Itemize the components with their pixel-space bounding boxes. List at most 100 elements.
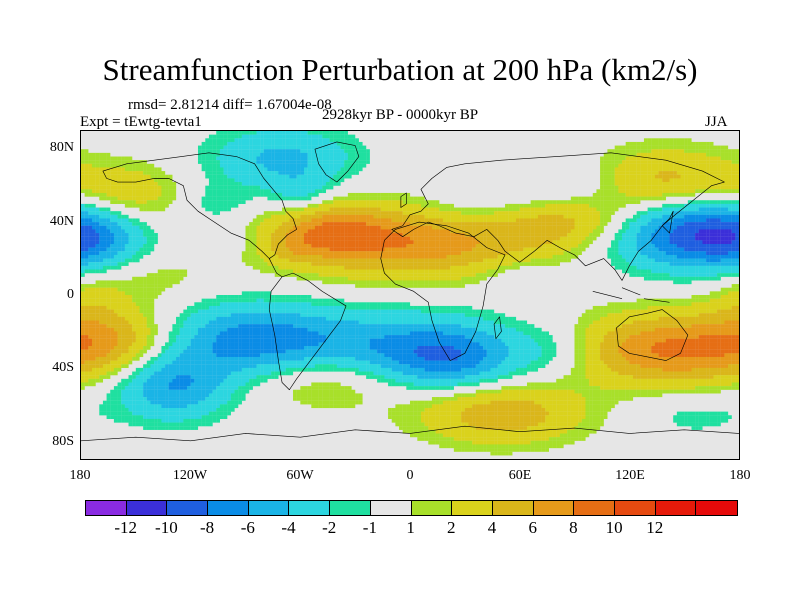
field-cell — [303, 178, 308, 183]
field-cell — [662, 233, 666, 237]
field-cell — [245, 134, 250, 139]
field-cell — [505, 214, 509, 219]
field-cell — [212, 134, 217, 139]
field-cell — [589, 207, 593, 212]
field-cell — [680, 149, 685, 153]
field-cell — [442, 273, 447, 277]
field-cell — [676, 222, 681, 226]
field-cell — [541, 200, 546, 204]
field-cell — [537, 243, 542, 248]
field-cell — [113, 182, 118, 186]
field-cell — [88, 152, 93, 157]
field-cell — [267, 138, 272, 143]
field-cell — [373, 254, 378, 259]
field-cell — [267, 254, 272, 259]
field-cell — [680, 225, 685, 230]
field-cell — [110, 265, 114, 270]
field-cell — [709, 171, 714, 175]
field-cell — [95, 291, 100, 296]
field-cell — [519, 240, 524, 245]
field-cell — [632, 141, 637, 146]
field-cell — [684, 152, 688, 157]
field-cell — [366, 152, 370, 157]
field-cell — [157, 174, 162, 179]
field-cell — [369, 192, 374, 197]
field-cell — [106, 295, 111, 299]
field-cell — [665, 276, 670, 281]
field-cell — [303, 295, 308, 299]
field-cell — [230, 138, 235, 143]
field-cell — [446, 225, 451, 230]
field-cell — [428, 222, 433, 226]
field-cell — [88, 247, 93, 252]
field-cell — [607, 182, 612, 186]
field-cell — [293, 141, 297, 146]
field-cell — [263, 240, 268, 245]
field-cell — [728, 298, 732, 303]
field-cell — [442, 218, 447, 223]
field-cell — [494, 229, 498, 234]
field-cell — [219, 192, 224, 197]
field-cell — [216, 174, 221, 179]
field-cell — [278, 178, 283, 183]
field-cell — [325, 269, 330, 274]
field-cell — [673, 280, 677, 285]
field-cell — [271, 254, 275, 259]
field-cell — [91, 251, 96, 256]
field-cell — [88, 203, 93, 208]
field-cell — [439, 211, 443, 215]
field-cell — [508, 203, 513, 208]
field-cell — [717, 295, 721, 299]
field-cell — [695, 152, 699, 157]
field-cell — [658, 229, 663, 234]
field-cell — [340, 229, 345, 234]
field-cell — [274, 174, 279, 179]
field-cell — [128, 200, 133, 204]
field-cell — [329, 185, 334, 190]
field-cell — [197, 160, 202, 164]
field-cell — [234, 200, 239, 204]
field-cell — [559, 200, 564, 204]
field-cell — [110, 200, 114, 204]
field-cell — [428, 214, 433, 219]
field-cell — [139, 189, 144, 194]
field-cell — [351, 163, 356, 168]
field-cell — [537, 254, 542, 259]
field-cell — [344, 276, 348, 281]
field-cell — [402, 251, 407, 256]
field-cell — [271, 192, 275, 197]
field-cell — [84, 178, 89, 183]
field-cell — [526, 247, 531, 252]
field-cell — [150, 171, 155, 175]
field-cell — [420, 236, 425, 241]
field-cell — [676, 225, 681, 230]
field-cell — [384, 240, 389, 245]
field-cell — [384, 269, 389, 274]
field-cell — [124, 192, 129, 197]
field-cell — [614, 192, 619, 197]
field-cell — [567, 229, 571, 234]
field-cell — [687, 182, 692, 186]
field-cell — [296, 247, 301, 252]
field-cell — [369, 273, 374, 277]
field-cell — [300, 214, 305, 219]
field-cell — [223, 298, 228, 303]
field-cell — [654, 233, 659, 237]
field-cell — [684, 163, 688, 168]
field-cell — [216, 141, 221, 146]
field-cell — [695, 149, 699, 153]
field-cell — [651, 233, 656, 237]
field-cell — [724, 295, 729, 299]
field-cell — [662, 189, 666, 194]
field-cell — [157, 171, 162, 175]
field-cell — [282, 207, 286, 212]
field-cell — [300, 171, 305, 175]
field-cell — [695, 200, 699, 204]
field-cell — [322, 145, 327, 150]
field-cell — [420, 251, 425, 256]
field-cell — [325, 200, 330, 204]
field-cell — [698, 229, 703, 234]
field-cell — [271, 167, 275, 172]
field-cell — [556, 251, 560, 256]
field-cell — [274, 149, 279, 153]
